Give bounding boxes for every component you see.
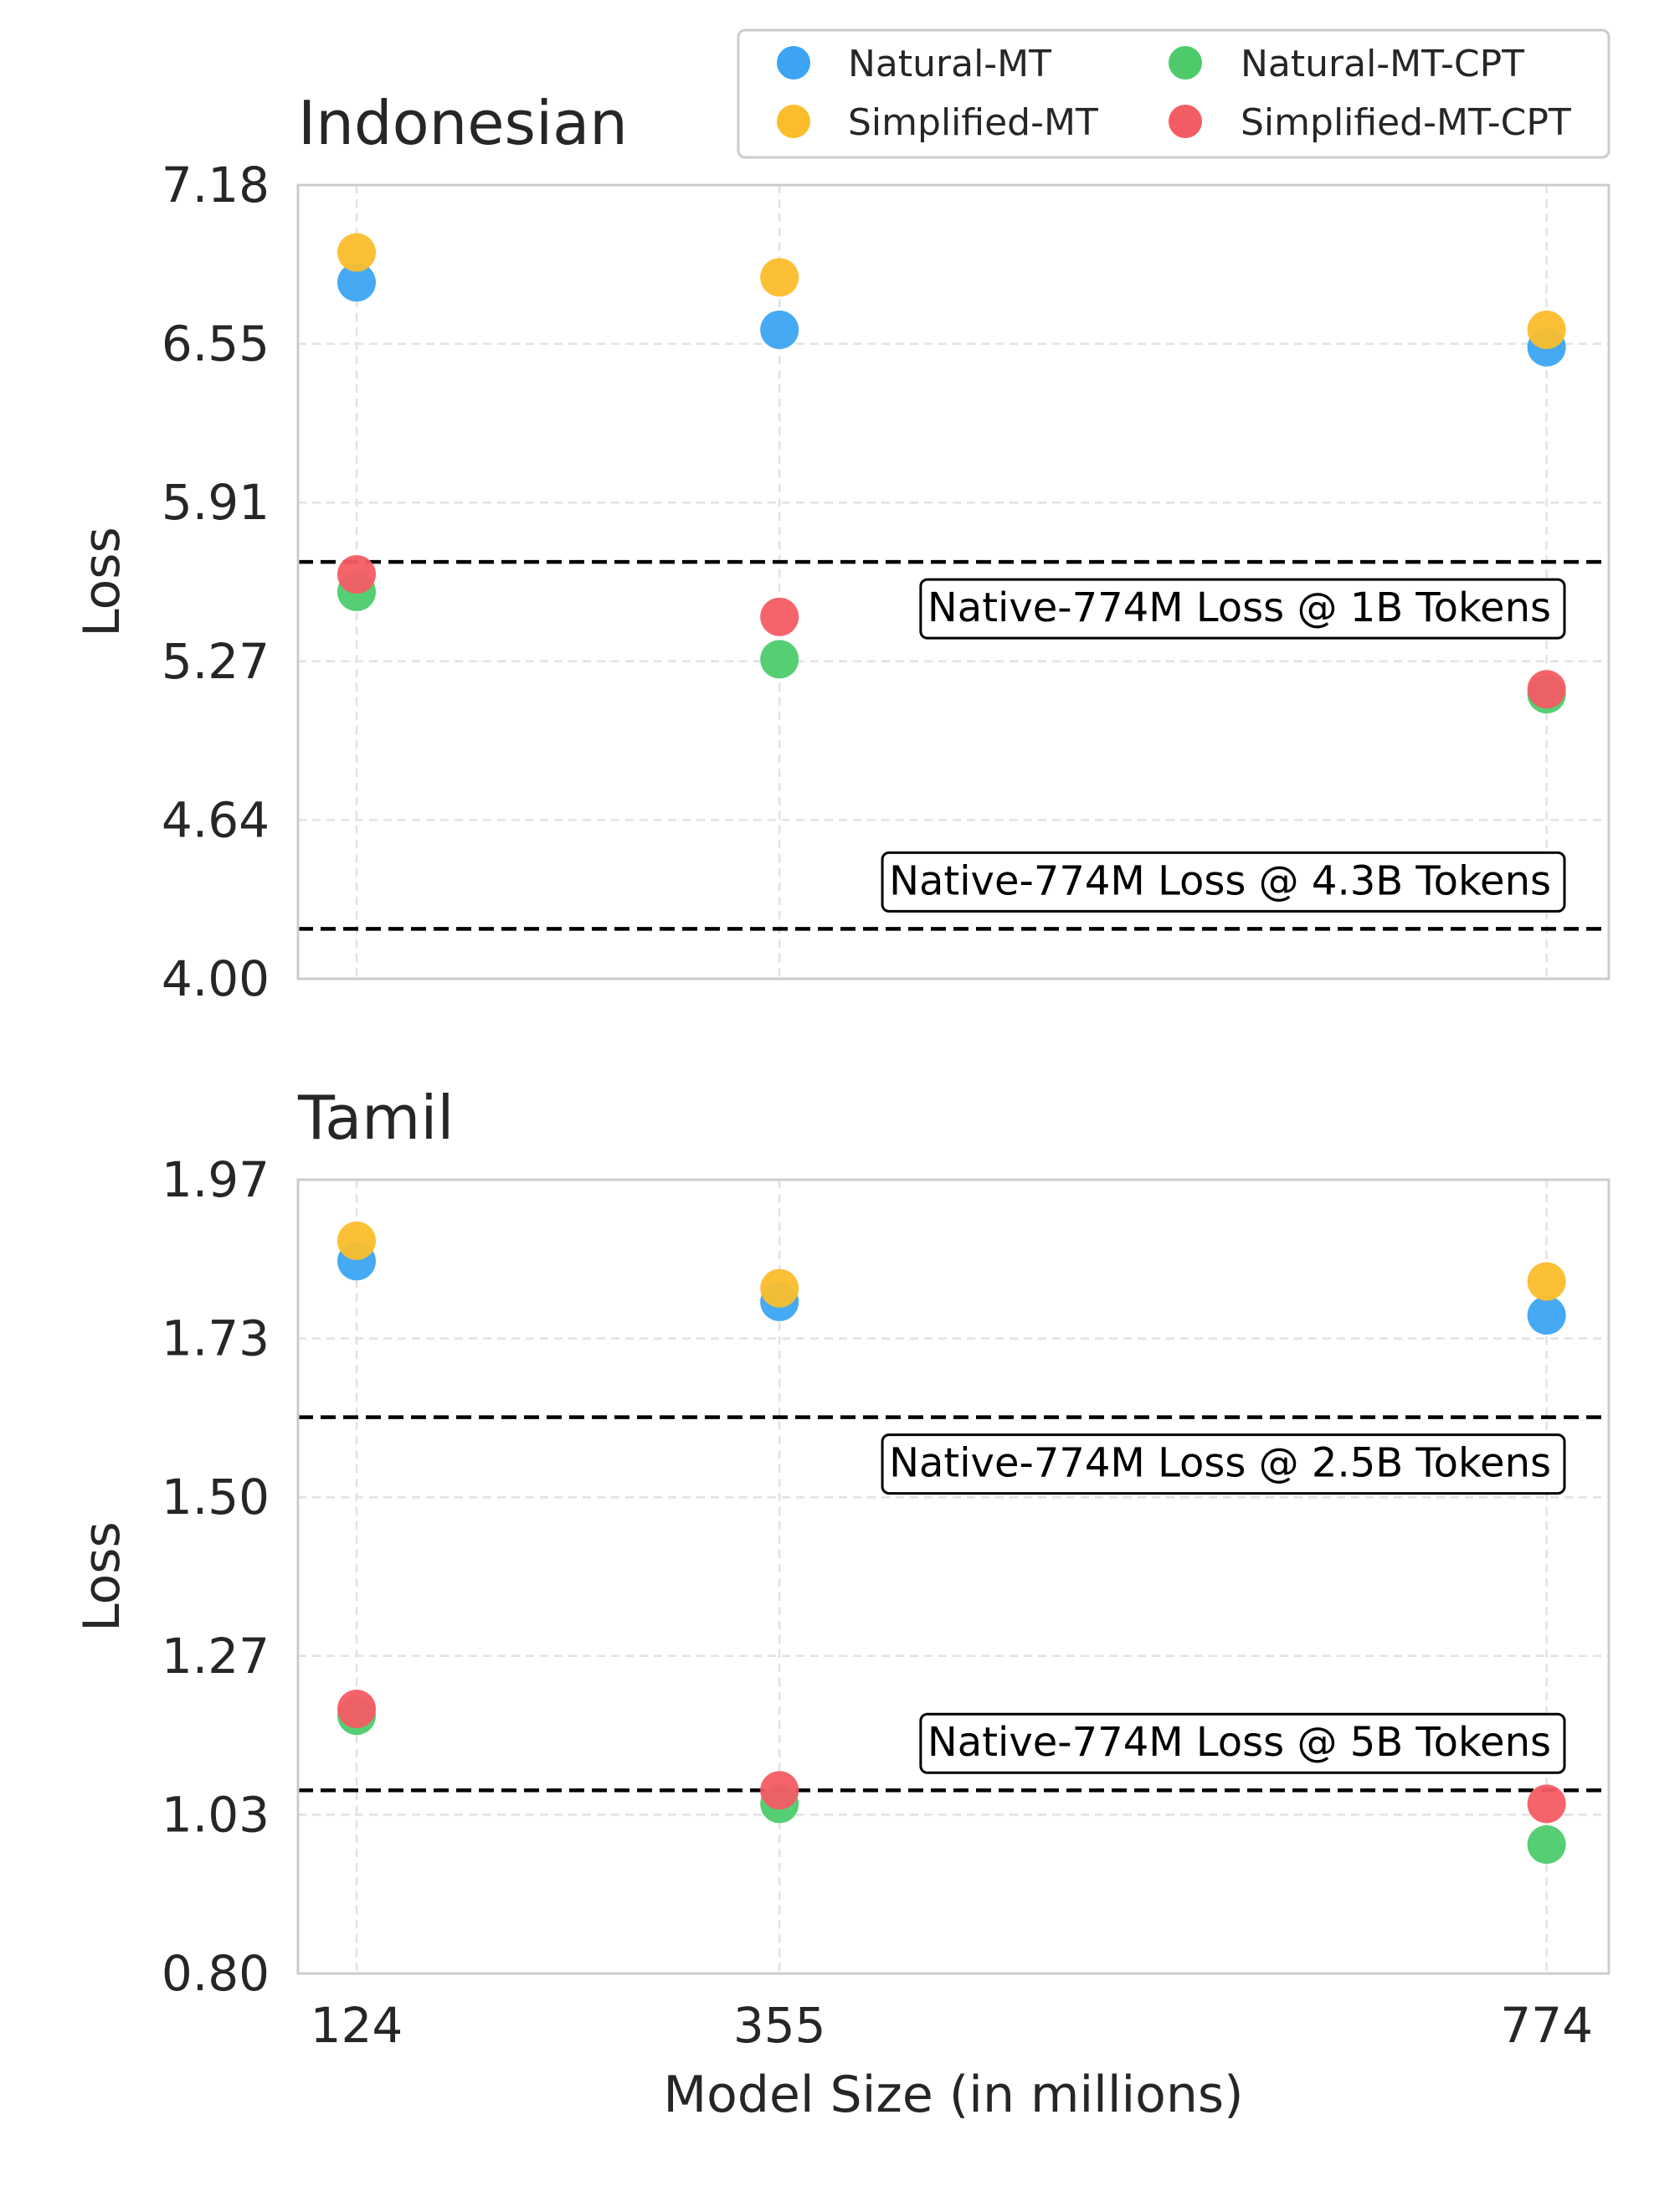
y-tick-label: 6.55 (162, 316, 270, 373)
point-natural-mt-124 (337, 263, 376, 302)
y-tick-label: 7.18 (162, 157, 270, 214)
legend-label: Natural-MT (848, 43, 1051, 85)
y-tick-label: 5.27 (162, 633, 270, 690)
series-simplified-mt (337, 233, 1566, 349)
y-tick-label: 0.80 (162, 1945, 270, 2002)
series-simplified-mt (337, 1221, 1566, 1308)
x-axis-label: Model Size (in millions) (663, 2066, 1243, 2124)
reference-label-text: Native-774M Loss @ 1B Tokens (927, 584, 1551, 631)
y-tick-label: 1.27 (162, 1628, 270, 1685)
point-simplified-mt-cpt-124 (337, 555, 376, 594)
plot-frame (296, 1178, 1611, 1975)
plot-frame (296, 183, 1611, 980)
reference-label: Native-774M Loss @ 2.5B Tokens (881, 1433, 1566, 1495)
x-tick-label: 774 (1500, 1997, 1593, 2054)
reference-labels: Native-774M Loss @ 2.5B Tokens Native-774… (881, 1433, 1566, 1774)
x-tick-labels: 124 355 774 (311, 1997, 1593, 2054)
reference-label-box (881, 851, 1566, 913)
point-simplified-mt-cpt-124 (337, 1690, 376, 1728)
y-tick-labels: 4.00 4.64 5.27 5.91 6.55 7.18 (162, 157, 270, 1007)
point-simplified-mt-124 (337, 233, 376, 272)
legend-entry-simplified-mt: Simplified-MT (777, 101, 1098, 144)
reference-lines (298, 559, 1609, 931)
point-natural-mt-cpt-355 (760, 640, 799, 679)
legend-entry-natural-mt: Natural-MT (777, 43, 1051, 85)
reference-label: Native-774M Loss @ 1B Tokens (919, 578, 1566, 640)
point-simplified-mt-cpt-774 (1527, 670, 1566, 709)
reference-label: Native-774M Loss @ 4.3B Tokens (881, 851, 1566, 913)
x-tick-label: 124 (311, 1997, 403, 2054)
plot-area (298, 1180, 1609, 1973)
panel-tamil: Tamil Loss 0.80 1.03 1.27 1.50 1.73 1.97 124 3… (73, 1083, 1611, 2054)
y-tick-label: 5.91 (162, 474, 270, 531)
reference-label-box (919, 578, 1566, 640)
point-simplified-mt-774 (1527, 310, 1566, 349)
y-tick-label: 1.50 (162, 1469, 270, 1526)
legend-frame (737, 28, 1611, 159)
point-natural-mt-774 (1527, 1296, 1566, 1335)
series-simplified-mt-cpt (337, 555, 1566, 709)
legend-label: Natural-MT-CPT (1241, 43, 1524, 85)
y-tick-label: 4.64 (162, 791, 270, 848)
point-simplified-mt-355 (760, 258, 799, 297)
data-points (337, 233, 1566, 714)
reference-label-text: Native-774M Loss @ 4.3B Tokens (889, 857, 1551, 904)
reference-labels: Native-774M Loss @ 1B Tokens Native-774M … (881, 578, 1566, 913)
point-natural-mt-cpt-774 (1527, 1825, 1566, 1865)
legend-marker (1169, 46, 1202, 80)
point-simplified-mt-cpt-355 (760, 597, 799, 636)
series-simplified-mt-cpt (337, 1690, 1566, 1824)
panel-indonesian: Indonesian Loss 4.00 4.64 5.27 5.91 6.55 7.18… (73, 88, 1611, 1007)
legend: Natural-MT Natural-MT-CPT Simplified-MT … (737, 28, 1611, 159)
point-simplified-mt-355 (760, 1268, 799, 1308)
legend-label: Simplified-MT (848, 101, 1098, 144)
reference-lines (298, 1415, 1609, 1793)
reference-label-text: Native-774M Loss @ 2.5B Tokens (889, 1440, 1551, 1487)
y-tick-labels: 0.80 1.03 1.27 1.50 1.73 1.97 (162, 1151, 270, 2002)
y-axis-label: Loss (73, 527, 131, 637)
y-tick-label: 1.73 (162, 1310, 270, 1367)
legend-entry-natural-mt-cpt: Natural-MT-CPT (1169, 43, 1524, 85)
panel-title: Indonesian (298, 88, 628, 158)
reference-label-box (881, 1433, 1566, 1495)
x-tick-label: 355 (733, 1997, 826, 2054)
legend-marker (1169, 105, 1202, 138)
y-tick-label: 1.97 (162, 1151, 270, 1208)
point-simplified-mt-774 (1527, 1262, 1566, 1301)
legend-entry-simplified-mt-cpt: Simplified-MT-CPT (1169, 101, 1571, 144)
point-simplified-mt-cpt-774 (1527, 1784, 1566, 1824)
point-simplified-mt-124 (337, 1221, 376, 1260)
reference-label-text: Native-774M Loss @ 5B Tokens (927, 1719, 1551, 1766)
point-natural-mt-355 (760, 310, 799, 349)
y-axis-label: Loss (73, 1521, 131, 1632)
legend-label: Simplified-MT-CPT (1241, 101, 1571, 144)
reference-label-box (919, 1712, 1566, 1774)
point-simplified-mt-cpt-355 (760, 1771, 799, 1810)
y-tick-label: 4.00 (162, 950, 270, 1007)
legend-marker (777, 46, 810, 80)
reference-label: Native-774M Loss @ 5B Tokens (919, 1712, 1566, 1774)
legend-marker (777, 105, 810, 138)
data-points (337, 1221, 1566, 1865)
panel-title: Tamil (297, 1083, 454, 1153)
y-tick-label: 1.03 (162, 1786, 270, 1843)
